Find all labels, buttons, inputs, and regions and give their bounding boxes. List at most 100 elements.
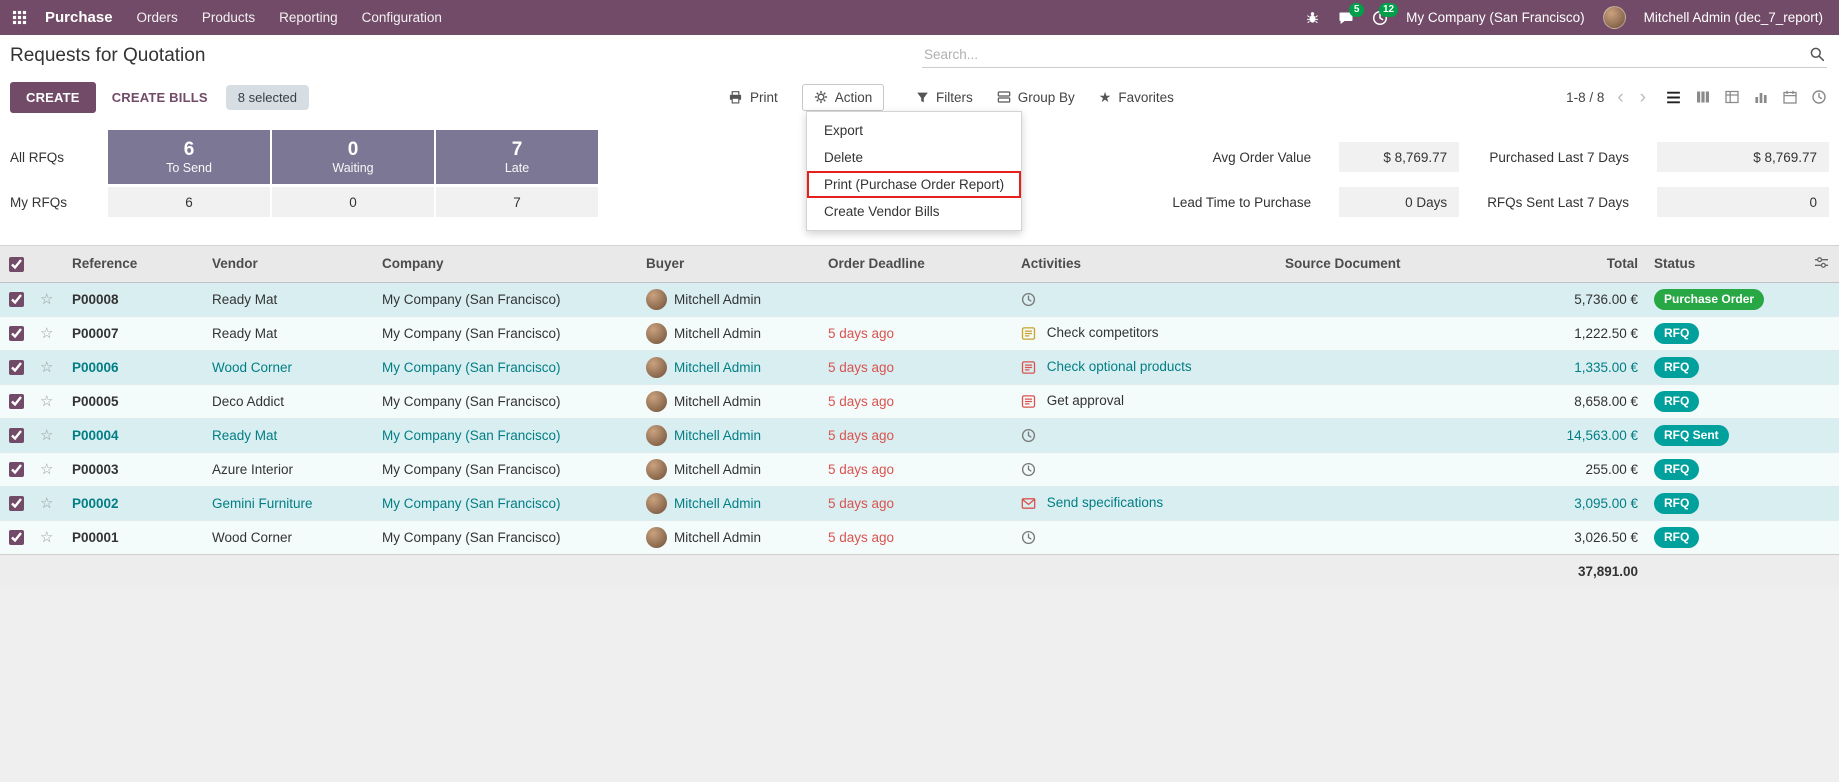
- tile-waiting[interactable]: 0 Waiting: [272, 130, 434, 184]
- reference-cell[interactable]: P00004: [64, 417, 204, 452]
- optional-columns-icon[interactable]: [1804, 246, 1839, 283]
- my-waiting-tile[interactable]: 0: [272, 187, 434, 217]
- reference-cell[interactable]: P00002: [64, 485, 204, 520]
- pager-next-icon[interactable]: ›: [1639, 86, 1646, 108]
- header-order-deadline[interactable]: Order Deadline: [820, 246, 1013, 283]
- clock-icon[interactable]: [1021, 462, 1036, 477]
- activity-cell[interactable]: [1013, 519, 1277, 554]
- list-view-icon[interactable]: [1665, 89, 1682, 106]
- my-to-send-tile[interactable]: 6: [108, 187, 270, 217]
- action-button[interactable]: Action: [801, 83, 885, 111]
- menu-reporting[interactable]: Reporting: [279, 10, 338, 25]
- messages-icon[interactable]: 5: [1338, 2, 1365, 26]
- debug-icon[interactable]: [1305, 10, 1320, 25]
- activity-cell[interactable]: [1013, 281, 1277, 316]
- activity-list-icon[interactable]: [1021, 360, 1036, 375]
- row-checkbox[interactable]: [8, 529, 24, 545]
- header-buyer[interactable]: Buyer: [638, 246, 820, 283]
- action-menu-item[interactable]: Create Vendor Bills: [824, 204, 940, 219]
- activity-list-icon[interactable]: [1021, 394, 1036, 409]
- activity-cell[interactable]: Send specifications: [1013, 485, 1277, 520]
- group-by-button[interactable]: Group By: [997, 90, 1075, 105]
- table-row[interactable]: ☆ P00007 Ready Mat My Company (San Franc…: [0, 315, 1839, 350]
- header-company[interactable]: Company: [374, 246, 638, 283]
- envelope-icon[interactable]: [1021, 496, 1036, 511]
- activity-cell[interactable]: Check competitors: [1013, 315, 1277, 350]
- kanban-view-icon[interactable]: [1695, 89, 1711, 105]
- row-checkbox[interactable]: [8, 291, 24, 307]
- favorite-star-icon[interactable]: ☆: [40, 359, 54, 376]
- pivot-view-icon[interactable]: [1724, 89, 1740, 105]
- header-status[interactable]: Status: [1646, 246, 1804, 283]
- table-row[interactable]: ☆ P00001 Wood Corner My Company (San Fra…: [0, 519, 1839, 554]
- reference-cell[interactable]: P00001: [64, 519, 204, 554]
- row-checkbox[interactable]: [8, 359, 24, 375]
- select-all-checkbox[interactable]: [8, 256, 24, 272]
- favorite-star-icon[interactable]: ☆: [40, 427, 54, 444]
- row-checkbox[interactable]: [8, 325, 24, 341]
- menu-orders[interactable]: Orders: [136, 10, 178, 25]
- activity-view-icon[interactable]: [1811, 89, 1827, 105]
- table-row[interactable]: ☆ P00008 Ready Mat My Company (San Franc…: [0, 281, 1839, 316]
- row-checkbox[interactable]: [8, 427, 24, 443]
- header-reference[interactable]: Reference: [64, 246, 204, 283]
- favorite-star-icon[interactable]: ☆: [40, 291, 54, 308]
- table-row[interactable]: ☆ P00005 Deco Addict My Company (San Fra…: [0, 383, 1839, 418]
- create-button[interactable]: CREATE: [10, 81, 96, 113]
- header-total[interactable]: Total: [1488, 246, 1646, 283]
- activity-list-icon[interactable]: [1021, 326, 1036, 341]
- header-vendor[interactable]: Vendor: [204, 246, 374, 283]
- activity-cell[interactable]: Check optional products: [1013, 349, 1277, 384]
- user-menu[interactable]: Mitchell Admin (dec_7_report): [1643, 10, 1823, 25]
- clock-icon[interactable]: [1021, 292, 1036, 307]
- favorite-star-icon[interactable]: ☆: [40, 393, 54, 410]
- favorites-button[interactable]: ★ Favorites: [1099, 90, 1174, 105]
- activities-icon[interactable]: 12: [1372, 2, 1399, 26]
- buyer-name: Mitchell Admin: [674, 461, 762, 477]
- favorite-star-icon[interactable]: ☆: [40, 461, 54, 478]
- action-menu-item[interactable]: Delete: [824, 150, 864, 165]
- company-switcher[interactable]: My Company (San Francisco): [1406, 10, 1585, 25]
- row-checkbox[interactable]: [8, 461, 24, 477]
- table-row[interactable]: ☆ P00003 Azure Interior My Company (San …: [0, 451, 1839, 486]
- action-menu-item[interactable]: Export: [824, 123, 864, 138]
- tile-late[interactable]: 7 Late: [436, 130, 598, 184]
- reference-cell[interactable]: P00006: [64, 349, 204, 384]
- search-input[interactable]: [922, 43, 1807, 65]
- activity-cell[interactable]: [1013, 417, 1277, 452]
- favorite-star-icon[interactable]: ☆: [40, 529, 54, 546]
- favorite-star-icon[interactable]: ☆: [40, 325, 54, 342]
- row-checkbox[interactable]: [8, 495, 24, 511]
- buyer-name: Mitchell Admin: [674, 325, 762, 341]
- filters-button[interactable]: Filters: [916, 90, 973, 105]
- graph-view-icon[interactable]: [1753, 89, 1769, 105]
- header-source-document[interactable]: Source Document: [1277, 246, 1488, 283]
- row-checkbox[interactable]: [8, 393, 24, 409]
- reference-cell[interactable]: P00007: [64, 315, 204, 350]
- tile-to-send[interactable]: 6 To Send: [108, 130, 270, 184]
- table-row[interactable]: ☆ P00006 Wood Corner My Company (San Fra…: [0, 349, 1839, 384]
- menu-products[interactable]: Products: [201, 10, 256, 25]
- app-name[interactable]: Purchase: [45, 9, 113, 26]
- favorite-star-icon[interactable]: ☆: [40, 495, 54, 512]
- search-icon[interactable]: [1807, 46, 1827, 62]
- reference-cell[interactable]: P00008: [64, 281, 204, 316]
- apps-menu-button[interactable]: [10, 8, 29, 27]
- pager-prev-icon[interactable]: ‹: [1617, 86, 1624, 108]
- print-button[interactable]: Print: [728, 90, 778, 105]
- table-row[interactable]: ☆ P00004 Ready Mat My Company (San Franc…: [0, 417, 1839, 452]
- my-late-tile[interactable]: 7: [436, 187, 598, 217]
- activity-cell[interactable]: [1013, 451, 1277, 486]
- clock-icon[interactable]: [1021, 428, 1036, 443]
- calendar-view-icon[interactable]: [1782, 89, 1798, 105]
- vendor-cell: Azure Interior: [204, 451, 374, 486]
- reference-cell[interactable]: P00005: [64, 383, 204, 418]
- reference-cell[interactable]: P00003: [64, 451, 204, 486]
- create-bills-button[interactable]: CREATE BILLS: [111, 89, 208, 105]
- action-menu-item[interactable]: Print (Purchase Order Report): [807, 171, 1021, 198]
- menu-configuration[interactable]: Configuration: [361, 10, 442, 25]
- table-row[interactable]: ☆ P00002 Gemini Furniture My Company (Sa…: [0, 485, 1839, 520]
- clock-icon[interactable]: [1021, 530, 1036, 545]
- header-activities[interactable]: Activities: [1013, 246, 1277, 283]
- activity-cell[interactable]: Get approval: [1013, 383, 1277, 418]
